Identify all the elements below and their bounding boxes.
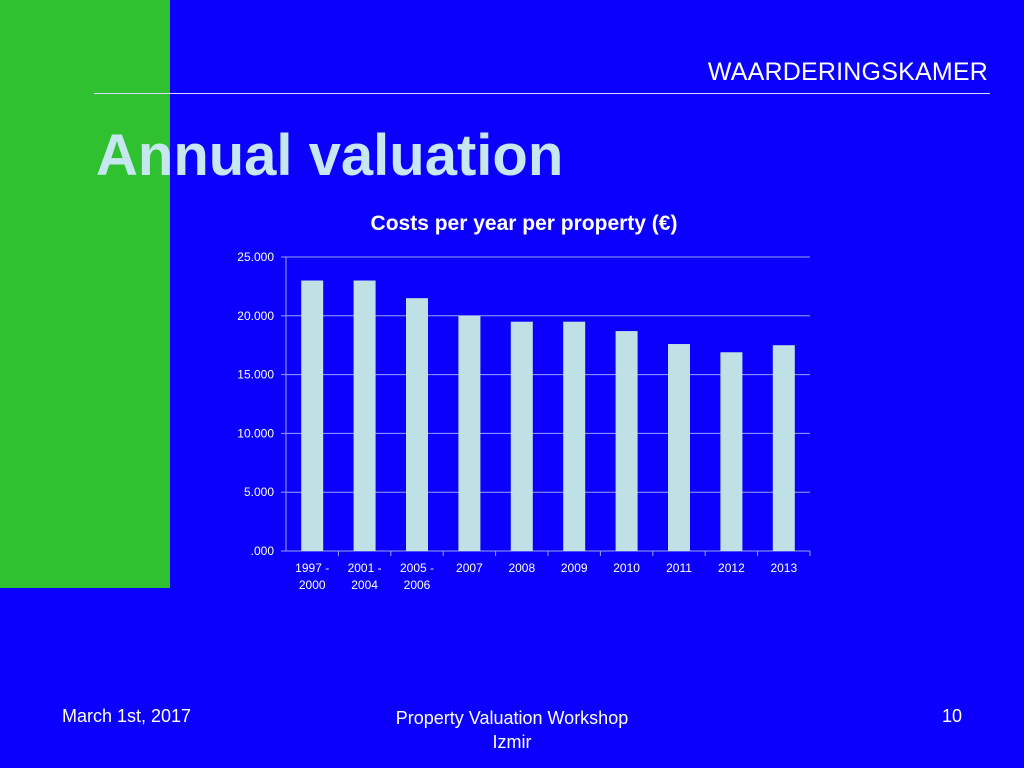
chart-title: Costs per year per property (€) — [370, 212, 678, 235]
slide-title: Annual valuation — [96, 123, 564, 188]
page-number: 10 — [941, 706, 962, 726]
bar — [458, 315, 481, 551]
x-tick-label-line: 2005 - — [400, 561, 434, 575]
x-tick-label: 2010 — [613, 561, 640, 575]
footer-event-location: Izmir — [492, 732, 532, 752]
x-tick-label-line: 2004 — [351, 578, 378, 592]
header-divider — [94, 93, 990, 94]
y-tick-label: 5.000 — [244, 485, 274, 499]
bar — [406, 298, 428, 551]
x-tick-label: 2009 — [561, 561, 588, 575]
footer-event-name: Property Valuation Workshop — [395, 708, 629, 728]
x-tick-label-line: 2010 — [613, 561, 640, 575]
x-tick-label: 2007 — [456, 561, 483, 575]
x-tick-label-line: 2009 — [561, 561, 588, 575]
organization-name: WAARDERINGSKAMER — [707, 58, 988, 86]
x-tick-label: 1997 - 2000 — [295, 561, 329, 592]
bar — [301, 280, 324, 551]
y-tick-label: 10.000 — [237, 426, 274, 440]
x-tick-label-line: 2012 — [718, 561, 745, 575]
bar — [510, 321, 533, 551]
x-tick-label-line: 2011 — [666, 561, 692, 575]
x-tick-label: 2001 - 2004 — [348, 561, 382, 592]
x-tick-label: 2011 — [666, 561, 692, 575]
accent-block — [0, 0, 170, 588]
x-tick-label: 2012 — [718, 561, 745, 575]
y-tick-label: 25.000 — [237, 250, 274, 264]
x-tick-label-line: 2013 — [770, 561, 797, 575]
y-tick-label: 15.000 — [237, 368, 274, 382]
x-tick-label-line: 2001 - — [348, 561, 382, 575]
bar — [353, 280, 376, 551]
y-tick-label: 20.000 — [237, 309, 274, 323]
y-tick-label: .000 — [251, 544, 275, 558]
x-tick-label: 2008 — [508, 561, 535, 575]
bar — [668, 344, 690, 551]
x-tick-label-line: 1997 - — [295, 561, 329, 575]
x-tick-label-line: 2000 — [299, 578, 326, 592]
x-tick-label-line: 2006 — [404, 578, 431, 592]
x-tick-label: 2013 — [770, 561, 797, 575]
bar — [563, 321, 586, 551]
footer-date: March 1st, 2017 — [62, 706, 192, 726]
x-tick-label-line: 2008 — [508, 561, 535, 575]
bar — [720, 352, 743, 551]
footer-event: Property Valuation Workshop Izmir — [362, 706, 662, 754]
bar — [615, 331, 638, 551]
bar — [772, 345, 795, 551]
x-tick-label-line: 2007 — [456, 561, 483, 575]
x-tick-label: 2005 - 2006 — [400, 561, 434, 592]
